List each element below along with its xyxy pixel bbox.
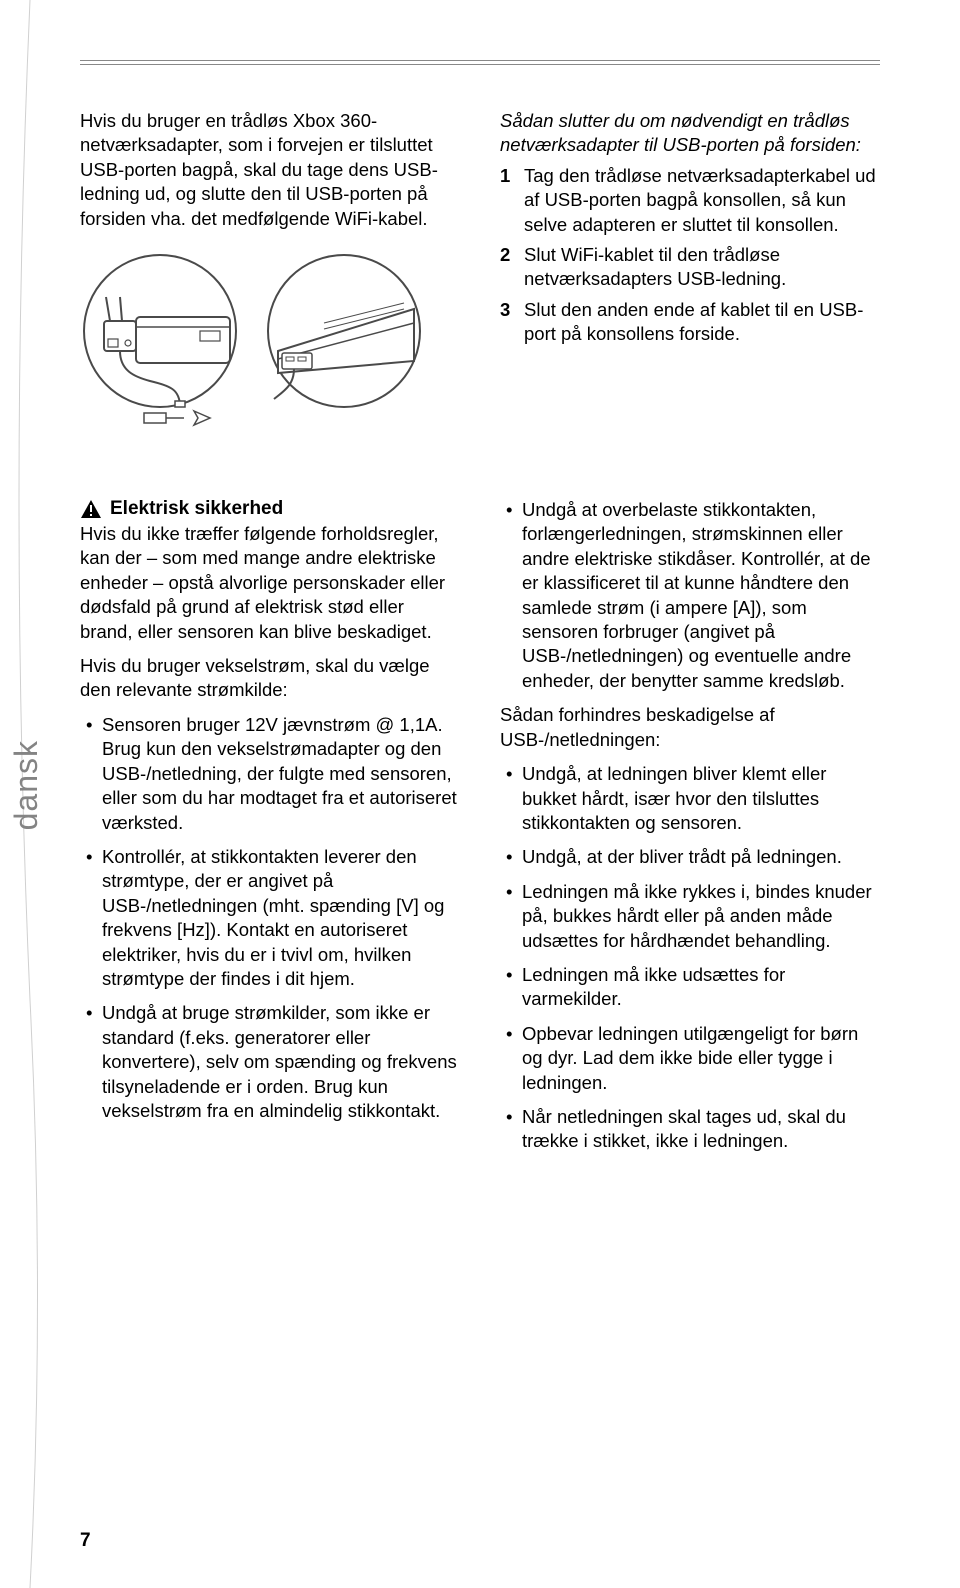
- upper-right-column: Sådan slutter du om nødvendigt en trådlø…: [500, 109, 880, 438]
- bullet-item: Kontrollér, at stikkontakten leverer den…: [80, 845, 460, 991]
- bullet-item: Undgå at bruge strømkilder, som ikke er …: [80, 1001, 460, 1123]
- lower-section: Elektrisk sikkerhed Hvis du ikke træffer…: [80, 498, 880, 1164]
- warning-para-2: Hvis du bruger vekselstrøm, skal du vælg…: [80, 654, 460, 703]
- step-text: Slut WiFi-kablet til den trådløse netvær…: [524, 244, 786, 289]
- bullet-item: Ledningen må ikke rykkes i, bindes knude…: [500, 880, 880, 953]
- diagram-adapter-back: [80, 251, 240, 411]
- language-side-tab: dansk: [8, 740, 45, 830]
- lower-right-column: Undgå at overbelaste stikkontakten, forl…: [500, 498, 880, 1164]
- diagram-console-front: [264, 251, 424, 411]
- bullet-item: Undgå, at ledningen bliver klemt eller b…: [500, 762, 880, 835]
- top-rule-2: [80, 64, 880, 65]
- diagram-connector-arrow: [140, 407, 320, 433]
- bullet-item: Når netledningen skal tages ud, skal du …: [500, 1105, 880, 1154]
- warning-heading: Elektrisk sikkerhed: [80, 498, 460, 520]
- bullet-item: Ledningen må ikke udsættes for varmekild…: [500, 963, 880, 1012]
- step-text: Tag den trådløse netværksadapterkabel ud…: [524, 165, 876, 235]
- warning-title: Elektrisk sikkerhed: [110, 498, 283, 520]
- left-bullet-list: Sensoren bruger 12V jævnstrøm @ 1,1A. Br…: [80, 713, 460, 1124]
- bullet-item: Sensoren bruger 12V jævnstrøm @ 1,1A. Br…: [80, 713, 460, 835]
- page-number: 7: [80, 1530, 91, 1552]
- step-item: 2Slut WiFi-kablet til den trådløse netvæ…: [500, 243, 880, 292]
- step-text: Slut den anden ende af kablet til en USB…: [524, 299, 863, 344]
- top-rule-1: [80, 60, 880, 61]
- step-item: 1Tag den trådløse netværksadapterkabel u…: [500, 164, 880, 237]
- right-para-1: Sådan forhindres beskadigelse af USB-/ne…: [500, 703, 880, 752]
- diagram-row: [80, 251, 460, 411]
- right-bullet-list-2: Undgå, at ledningen bliver klemt eller b…: [500, 762, 880, 1154]
- steps-list: 1Tag den trådløse netværksadapterkabel u…: [500, 164, 880, 347]
- bullet-item: Opbevar ledningen utilgængeligt for børn…: [500, 1022, 880, 1095]
- steps-lead: Sådan slutter du om nødvendigt en trådlø…: [500, 109, 880, 158]
- intro-paragraph: Hvis du bruger en trådløs Xbox 360-netvæ…: [80, 109, 460, 231]
- right-bullet-list-1: Undgå at overbelaste stikkontakten, forl…: [500, 498, 880, 693]
- lower-left-column: Elektrisk sikkerhed Hvis du ikke træffer…: [80, 498, 460, 1164]
- upper-section: Hvis du bruger en trådløs Xbox 360-netvæ…: [80, 109, 880, 438]
- upper-left-column: Hvis du bruger en trådløs Xbox 360-netvæ…: [80, 109, 460, 438]
- warning-para-1: Hvis du ikke træffer følgende forholdsre…: [80, 522, 460, 644]
- bullet-item: Undgå, at der bliver trådt på ledningen.: [500, 845, 880, 869]
- warning-triangle-icon: [80, 499, 102, 519]
- step-item: 3Slut den anden ende af kablet til en US…: [500, 298, 880, 347]
- bullet-item: Undgå at overbelaste stikkontakten, forl…: [500, 498, 880, 693]
